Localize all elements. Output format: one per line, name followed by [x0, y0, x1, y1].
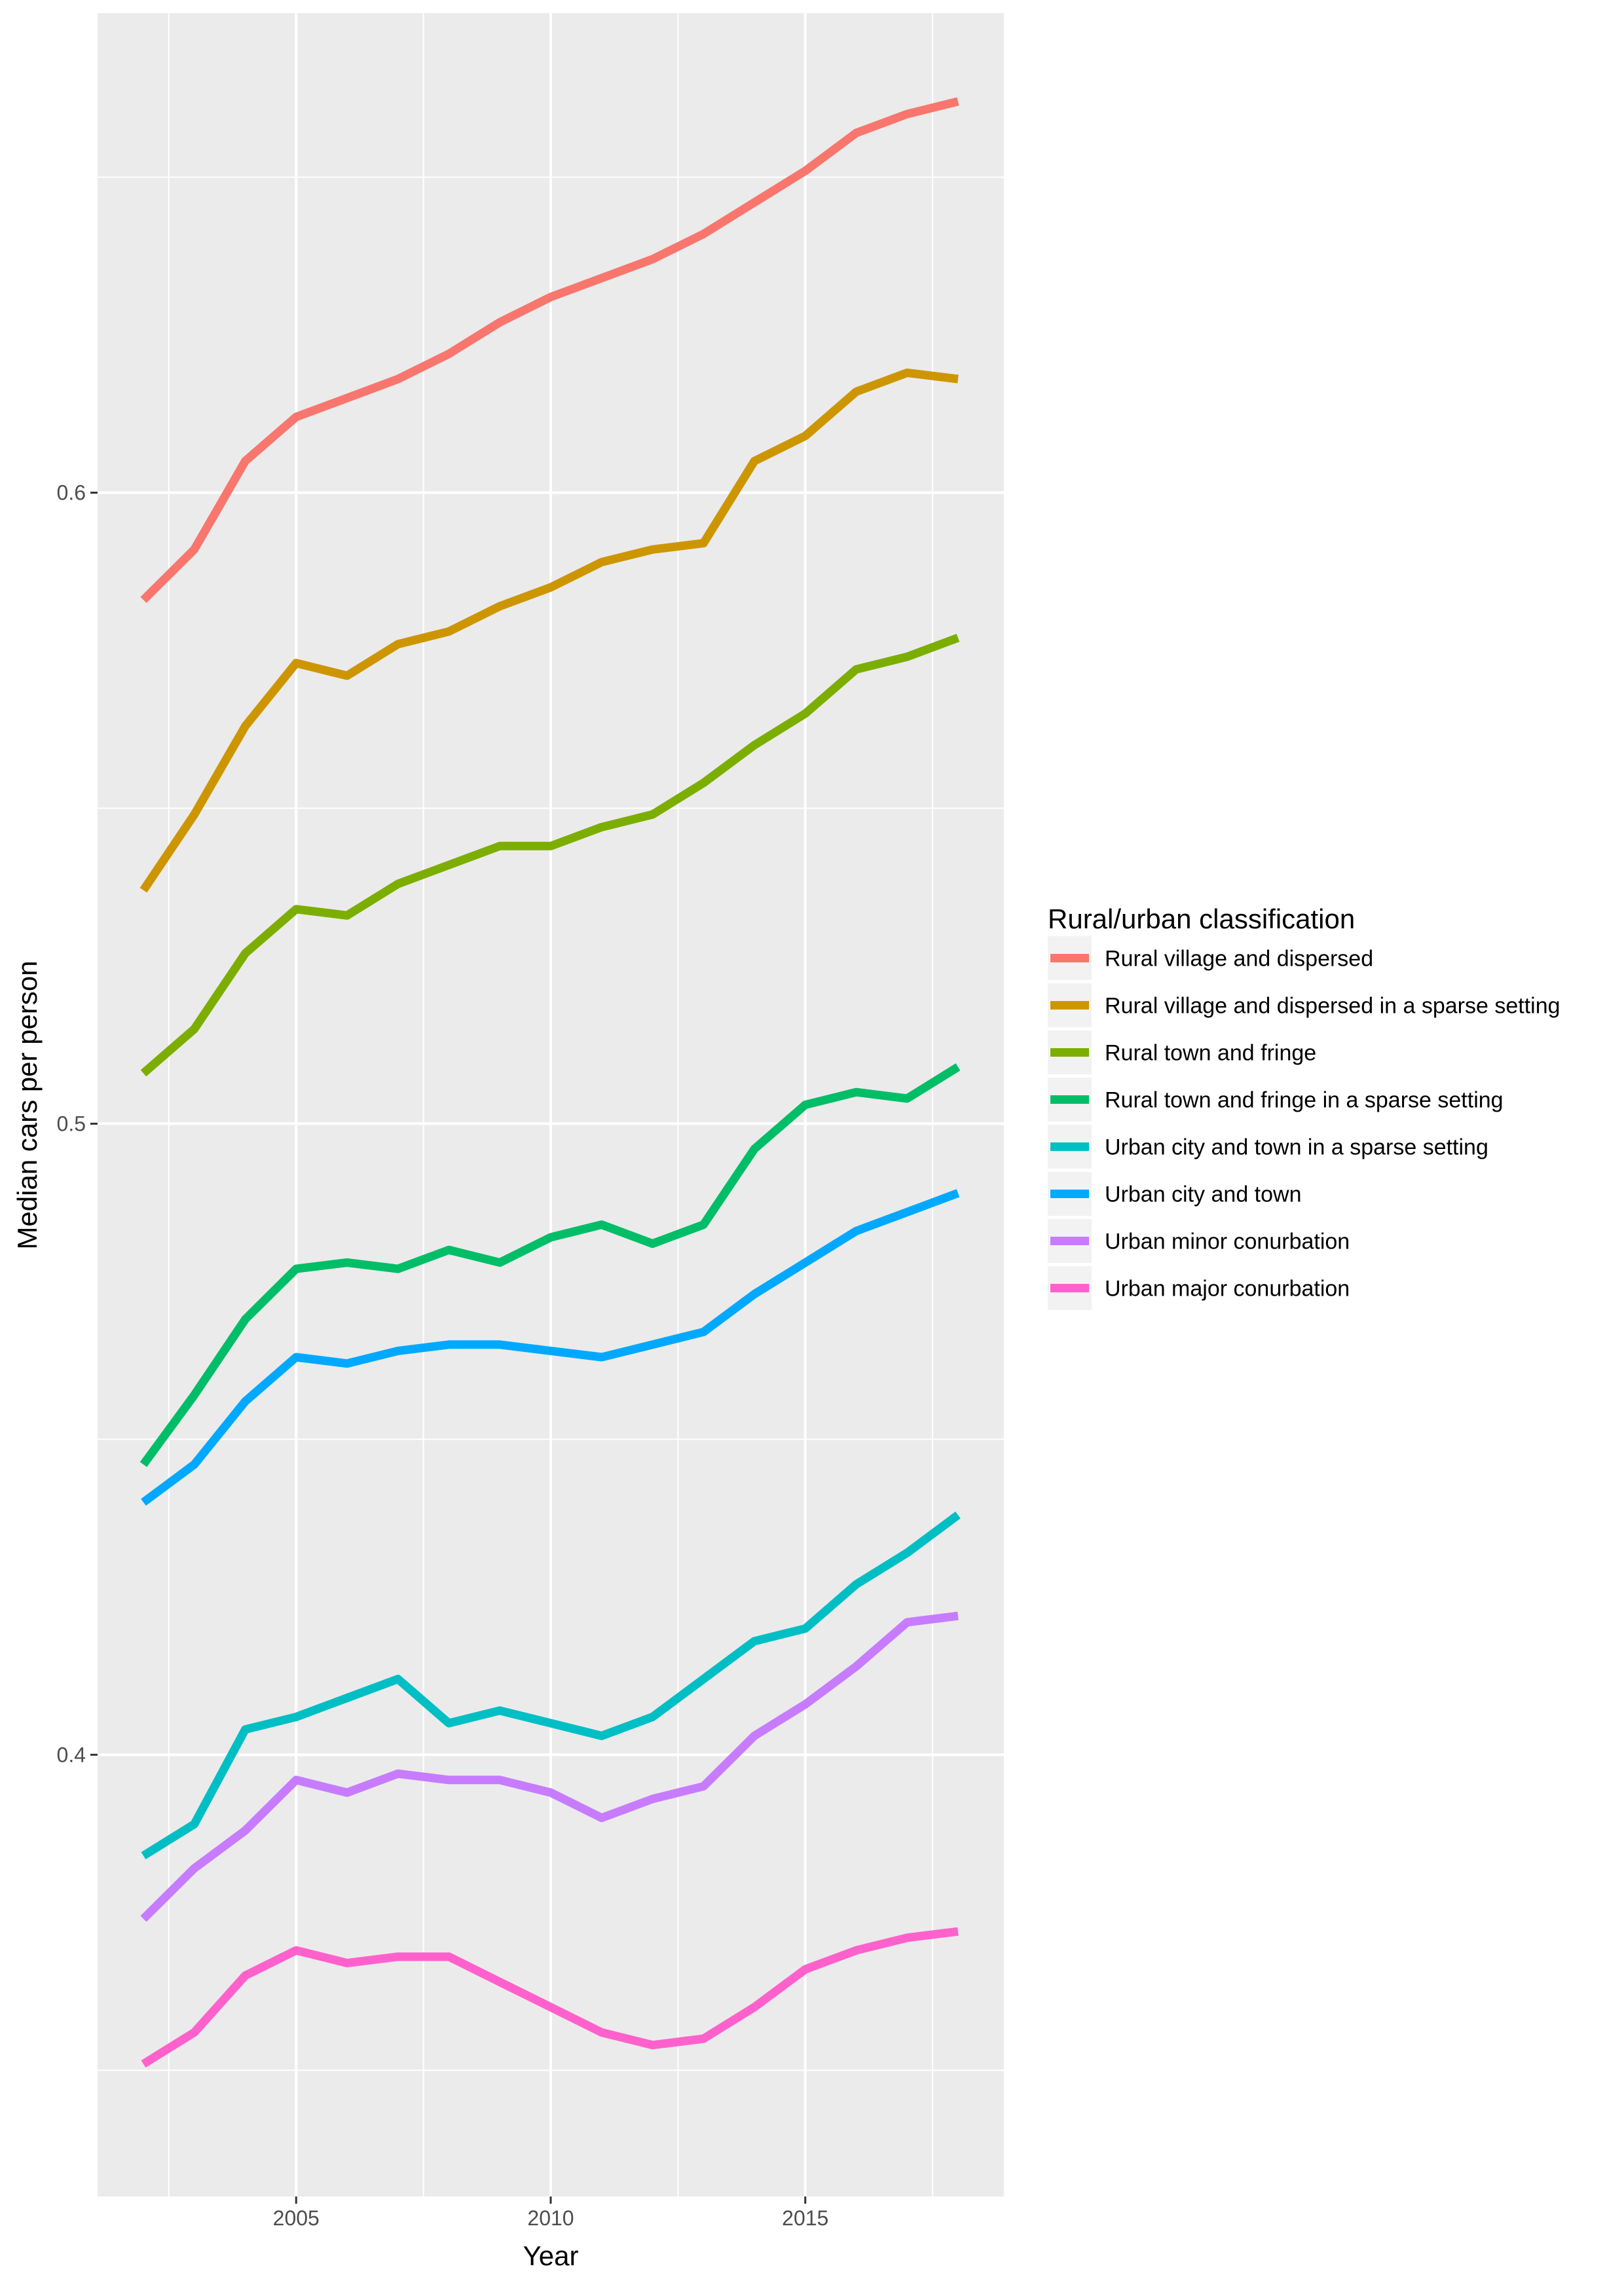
legend-label: Rural village and dispersed in a sparse … — [1105, 994, 1560, 1019]
legend-item: Urban major conurbation — [1048, 1266, 1350, 1310]
legend: Rural/urban classification Rural village… — [1048, 903, 1560, 1310]
legend-item: Rural town and fringe in a sparse settin… — [1048, 1078, 1504, 1121]
legend-label: Urban city and town in a sparse setting — [1105, 1135, 1488, 1160]
series-line-6 — [141, 1189, 960, 1506]
legend-item: Urban minor conurbation — [1048, 1219, 1350, 1263]
legend-item: Rural village and dispersed in a sparse … — [1048, 983, 1560, 1027]
series-line-4 — [139, 1063, 961, 1467]
y-axis-title: Median cars per person — [12, 960, 43, 1249]
x-axis-title: Year — [523, 2240, 579, 2271]
series-line-7 — [140, 1611, 959, 1922]
series-line-1 — [140, 97, 959, 604]
series-line-3 — [140, 634, 960, 1077]
series-line-5 — [141, 1511, 961, 1860]
legend-item: Urban city and town — [1048, 1172, 1302, 1216]
legend-label: Rural village and dispersed — [1105, 947, 1373, 972]
y-axis-ticks: 0.4 0.5 0.6 — [57, 481, 98, 1766]
legend-label: Urban city and town — [1105, 1182, 1302, 1207]
legend-label: Urban minor conurbation — [1105, 1230, 1350, 1254]
x-axis-ticks: 2005 2010 2015 — [273, 2196, 828, 2230]
y-tick-label: 0.5 — [57, 1112, 86, 1135]
legend-items: Rural village and dispersed Rural village… — [1048, 936, 1560, 1310]
y-tick-label: 0.6 — [57, 481, 86, 505]
legend-label: Rural town and fringe in a sparse settin… — [1105, 1088, 1504, 1113]
series-line-8 — [141, 1927, 959, 2068]
y-tick-label: 0.4 — [57, 1743, 86, 1766]
legend-title: Rural/urban classification — [1048, 903, 1355, 934]
x-tick-label: 2005 — [273, 2206, 320, 2230]
series-lines — [139, 97, 961, 2068]
legend-item: Rural town and fringe — [1048, 1030, 1316, 1074]
legend-item: Urban city and town in a sparse setting — [1048, 1125, 1488, 1169]
x-tick-label: 2010 — [527, 2206, 574, 2230]
legend-label: Rural town and fringe — [1105, 1041, 1316, 1066]
x-tick-label: 2015 — [782, 2206, 828, 2230]
legend-item: Rural village and dispersed — [1048, 936, 1373, 980]
series-line-2 — [139, 368, 959, 893]
legend-label: Urban major conurbation — [1105, 1277, 1350, 1302]
